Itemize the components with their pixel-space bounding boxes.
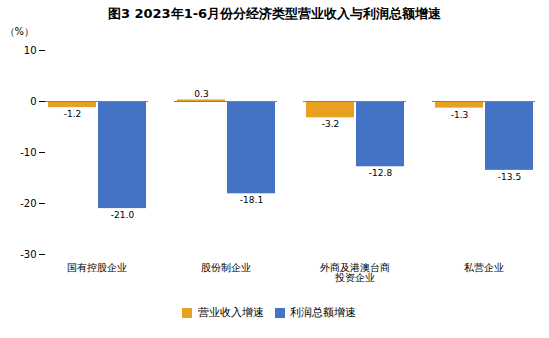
svg-text:-18.1: -18.1 (240, 195, 263, 205)
svg-text:外商及港澳台商投资企业: 外商及港澳台商投资企业 (320, 262, 390, 283)
svg-text:-1.2: -1.2 (64, 109, 82, 119)
svg-text:股份制企业: 股份制企业 (201, 262, 251, 273)
html-text:图3 2023年1-6月份分经济类型营业收入与利润总额增速: 图3 2023年1-6月份分经济类型营业收入与利润总额增速 (107, 6, 442, 21)
svg-text:国有控股企业: 国有控股企业 (67, 262, 127, 273)
svg-text:10: 10 (24, 45, 37, 56)
svg-text:-30: -30 (20, 249, 36, 260)
svg-text:-13.5: -13.5 (498, 172, 521, 182)
svg-text:-12.8: -12.8 (369, 168, 393, 178)
html-text:营业收入增速: 营业收入增速 (197, 306, 264, 319)
svg-text:-10: -10 (20, 147, 36, 158)
svg-text:-20: -20 (20, 198, 36, 209)
svg-text:私营企业: 私营企业 (464, 262, 504, 273)
svg-text:0: 0 (30, 96, 36, 107)
svg-text:-3.2: -3.2 (322, 119, 340, 129)
svg-text:（%）: （%） (5, 26, 35, 37)
svg-text:0.3: 0.3 (194, 89, 208, 99)
svg-text:-1.3: -1.3 (451, 110, 469, 120)
svg-text:-21.0: -21.0 (111, 210, 135, 220)
html-text:利润总额增速: 利润总额增速 (290, 306, 356, 319)
